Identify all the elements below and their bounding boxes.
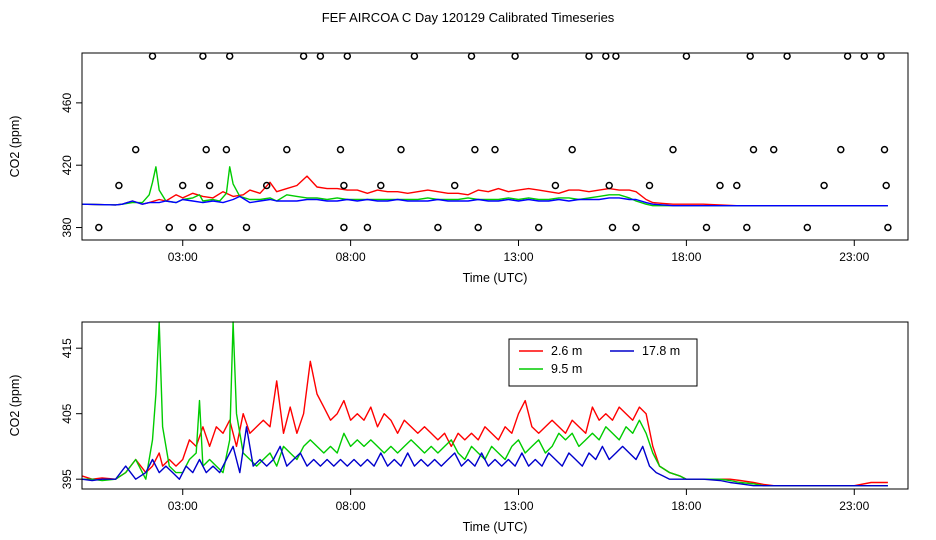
data-point-21 — [343, 52, 352, 60]
data-point-46 — [716, 181, 724, 190]
data-point-41 — [632, 223, 640, 232]
series-line-0-0 — [81, 175, 888, 207]
legend-label: 2.6 m — [551, 344, 582, 358]
data-point-47 — [733, 181, 741, 190]
data-point-43 — [669, 145, 677, 154]
data-point-11 — [222, 145, 231, 154]
y-axis-label: CO2 (ppm) — [8, 375, 22, 437]
x-tick-label: 13:00 — [503, 499, 533, 513]
data-point-27 — [450, 181, 459, 190]
data-point-48 — [743, 223, 751, 232]
y-tick-label: 405 — [60, 403, 74, 423]
figure-title: FEF AIRCOA C Day 120129 Calibrated Times… — [322, 10, 615, 25]
data-point-23 — [377, 181, 385, 190]
data-point-12 — [225, 52, 234, 60]
data-point-9 — [205, 181, 214, 190]
data-point-44 — [682, 52, 691, 60]
bottom-chart-panel: 03:00 08:00 13:00 18:00 23:00 395 405 415 Time (… — [8, 321, 909, 534]
data-point-6 — [189, 223, 197, 232]
data-point-52 — [783, 52, 791, 60]
data-point-3 — [148, 52, 157, 60]
x-tick-label: 23:00 — [839, 250, 869, 264]
data-point-57 — [860, 52, 869, 60]
data-point-10 — [205, 223, 214, 232]
data-point-30 — [474, 223, 482, 232]
legend-label: 9.5 m — [551, 362, 582, 376]
data-point-24 — [397, 145, 405, 154]
data-point-17 — [316, 52, 325, 60]
data-point-1 — [115, 181, 123, 190]
data-point-16 — [299, 52, 308, 60]
data-point-54 — [820, 181, 828, 190]
data-point-32 — [511, 52, 519, 60]
y-tick-label: 420 — [60, 155, 74, 175]
data-point-59 — [880, 145, 889, 154]
plot-frame — [81, 52, 909, 241]
data-point-36 — [585, 52, 593, 60]
legend-label: 17.8 m — [642, 344, 680, 358]
data-point-5 — [178, 181, 187, 190]
data-point-4 — [165, 223, 174, 232]
data-point-19 — [340, 181, 348, 190]
data-point-40 — [612, 52, 620, 60]
x-tick-label: 23:00 — [839, 499, 869, 513]
x-axis-label: Time (UTC) — [463, 271, 528, 285]
data-point-13 — [242, 223, 251, 232]
data-point-55 — [837, 145, 845, 154]
data-point-7 — [199, 52, 207, 60]
x-tick-label: 03:00 — [168, 499, 198, 513]
x-tick-label: 08:00 — [336, 250, 366, 264]
data-point-29 — [471, 145, 479, 154]
data-point-53 — [803, 223, 812, 232]
plot-frame — [81, 321, 909, 490]
data-point-31 — [491, 145, 499, 154]
legend-box — [508, 338, 698, 387]
data-point-50 — [749, 145, 758, 154]
x-tick-label: 03:00 — [168, 250, 198, 264]
y-tick-label: 380 — [60, 217, 74, 237]
x-tick-label: 18:00 — [671, 499, 701, 513]
data-point-61 — [884, 223, 892, 232]
data-point-22 — [363, 223, 372, 232]
data-point-15 — [283, 145, 291, 154]
data-point-34 — [551, 181, 560, 190]
data-point-39 — [608, 223, 617, 232]
y-tick-label: 460 — [60, 93, 74, 113]
data-point-58 — [877, 52, 885, 60]
data-point-51 — [769, 145, 778, 154]
data-point-0 — [95, 223, 103, 232]
y-tick-label: 395 — [60, 469, 74, 489]
data-point-49 — [746, 52, 754, 60]
data-point-35 — [568, 145, 576, 154]
series-line-1-1 — [82, 321, 888, 487]
data-point-60 — [882, 181, 890, 190]
y-axis-label: CO2 (ppm) — [8, 116, 22, 178]
series-line-0-2 — [81, 195, 888, 207]
x-tick-label: 13:00 — [503, 250, 533, 264]
data-point-38 — [605, 181, 613, 190]
y-tick-label: 415 — [60, 338, 74, 358]
data-point-42 — [645, 181, 654, 190]
data-point-37 — [602, 52, 610, 60]
data-point-28 — [467, 52, 476, 60]
data-point-25 — [410, 52, 419, 60]
data-point-8 — [202, 145, 210, 154]
x-axis-label: Time (UTC) — [463, 520, 528, 534]
top-chart-panel: 03:00 08:00 13:00 18:00 23:00 380 420 460 Time (… — [8, 52, 909, 285]
series-line-1-2 — [81, 426, 888, 487]
data-point-18 — [336, 145, 345, 154]
data-point-33 — [534, 223, 543, 232]
data-point-45 — [702, 223, 711, 232]
data-point-20 — [340, 223, 348, 232]
data-point-26 — [434, 223, 442, 232]
data-point-2 — [131, 145, 140, 154]
data-point-14 — [262, 181, 271, 190]
x-tick-label: 18:00 — [671, 250, 701, 264]
data-point-56 — [843, 52, 852, 60]
x-tick-label: 08:00 — [336, 499, 366, 513]
